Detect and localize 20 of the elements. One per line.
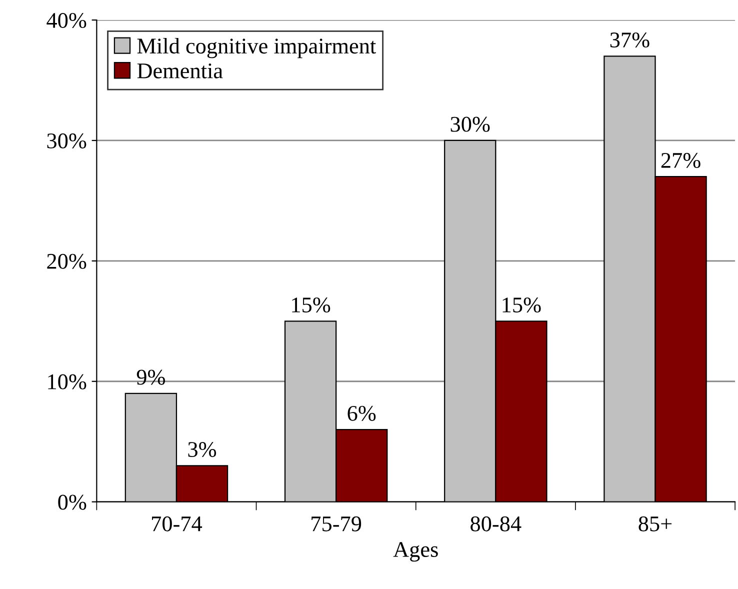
y-tick-label: 20% (47, 254, 86, 269)
y-tick-label: 40% (46, 12, 86, 28)
x-tick-label: 75-79 (312, 516, 362, 532)
data-label: 15% (292, 297, 330, 313)
data-label: 15% (502, 297, 541, 313)
x-tick-label: 85+ (638, 516, 672, 532)
legend-label: Dementia (137, 63, 223, 78)
legend-label: Mild cognitive impairment (137, 38, 376, 58)
data-label: 27% (661, 152, 700, 168)
data-label: 30% (450, 116, 490, 132)
x-tick-label: 80-84 (470, 516, 522, 532)
y-tick-label: 10% (48, 374, 86, 390)
x-axis-title: Ages (393, 542, 438, 562)
x-tick-label: 70-74 (152, 516, 202, 532)
data-label: 6% (348, 406, 376, 421)
data-label: 9% (136, 370, 165, 385)
y-tick-label: 0% (58, 494, 86, 510)
y-tick-label: 30% (47, 133, 86, 148)
data-label: 37% (610, 32, 650, 48)
data-label: 3% (188, 442, 216, 458)
